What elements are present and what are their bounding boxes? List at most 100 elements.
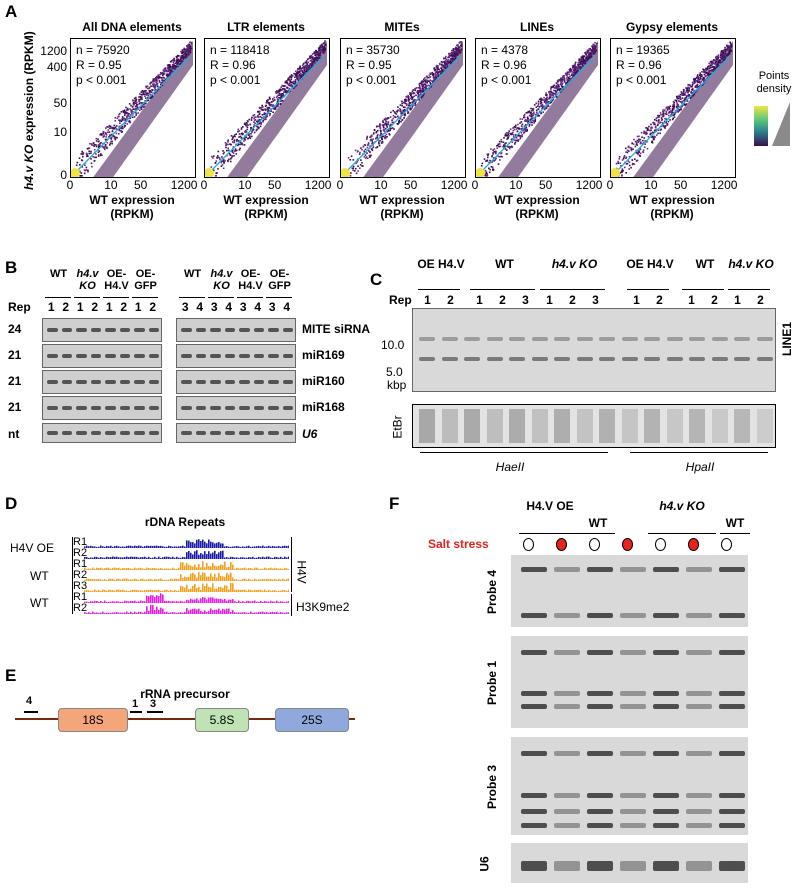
stat-p: p < 0.001 (76, 73, 127, 87)
blot-band (531, 337, 548, 341)
blot-band (599, 337, 615, 341)
blot-band (756, 357, 773, 361)
blot-band (554, 823, 580, 828)
salt-indicator (556, 538, 567, 551)
x-tick-label: 10 (104, 178, 118, 192)
blot-band (210, 354, 221, 358)
group-label-text: WT (183, 268, 202, 280)
group-label: WT (676, 258, 734, 271)
x-tick-label: 1200 (304, 178, 332, 192)
blot-band (76, 380, 87, 384)
stat-n: n = 4378 (481, 43, 529, 57)
rep-number: 1 (47, 300, 55, 314)
y-tick-label: 50 (53, 96, 67, 110)
size-marker-10: 10.0 (381, 338, 405, 352)
x-tick-label: 1200 (440, 178, 468, 192)
x-axis-label-line2: (RPKM) (515, 207, 559, 221)
blot-band (653, 613, 679, 618)
blot-band (686, 704, 712, 709)
group-label: OE- GFP (127, 268, 164, 292)
track-rep-label: R3 (73, 580, 88, 592)
blot-band (719, 691, 745, 696)
northern-blot (511, 636, 748, 728)
stat-r: R = 0.95 (346, 58, 392, 72)
scatter-dense-band (227, 41, 327, 177)
blot-band (195, 406, 206, 410)
probe-label: MITE siRNA (302, 322, 371, 336)
gel-lane (711, 409, 728, 443)
x-axis-label-line1: WT expression (223, 193, 309, 207)
blot-band (644, 357, 660, 361)
blot-band (587, 809, 613, 814)
x-axis-label-line2: (RPKM) (110, 207, 154, 221)
panel-d-letter: D (5, 494, 18, 513)
group-label-text: OE- H4.V (104, 268, 129, 292)
blot-strip (42, 370, 162, 394)
blot-strip (176, 370, 296, 394)
group-label: H4.V OE (511, 499, 589, 513)
group-label-text: OE H4.V (626, 257, 674, 271)
blot-band (587, 823, 613, 828)
blot-band (253, 354, 264, 358)
blot-band (620, 823, 646, 828)
blot-band (653, 751, 679, 756)
blot-band (76, 354, 87, 358)
blot-band (620, 691, 646, 696)
density-legend-title-line2: density (756, 83, 792, 95)
blot-band (181, 328, 192, 332)
blot-band (105, 354, 116, 358)
salt-indicator (721, 538, 732, 551)
blot-band (686, 751, 712, 756)
blot-band (486, 357, 503, 361)
gel-lane (599, 409, 615, 443)
blot-band (719, 823, 745, 828)
blot-band (531, 357, 548, 361)
panel-d-title: rDNA Repeats (144, 515, 226, 529)
group-label: OE- H4.V (98, 268, 135, 292)
x-tick-label: 10 (238, 178, 252, 192)
x-tick-label: 0 (471, 178, 479, 192)
blot-band (239, 354, 250, 358)
rep-number: 3 (210, 300, 218, 314)
mark-bracket-k9 (291, 594, 292, 616)
group-label: h4.v KO (640, 499, 724, 513)
scatter-plot-area: n = 75920 R = 0.95 p < 0.001 (70, 38, 196, 178)
southern-blot (412, 308, 776, 392)
x-tick-label: 10 (509, 178, 523, 192)
panel-e-title: rRNA precursor (140, 687, 230, 701)
group-underline (720, 533, 750, 534)
rep-number: 4 (196, 300, 204, 314)
group-label: h4.v KO (534, 258, 615, 271)
group-label-text: OE- GFP (268, 268, 291, 292)
stat-p: p < 0.001 (481, 73, 532, 87)
signal-track (84, 604, 289, 614)
blot-band (282, 354, 293, 358)
blot-band (268, 380, 279, 384)
blot-band (134, 431, 145, 435)
salt-indicator (655, 538, 666, 551)
blot-band (621, 337, 638, 341)
stat-r: R = 0.96 (210, 58, 256, 72)
signal-track (84, 539, 289, 548)
blot-band (195, 328, 206, 332)
blot-band (509, 337, 525, 341)
blot-band (61, 328, 72, 332)
blot-band (576, 337, 593, 341)
blot-band (181, 406, 192, 410)
gel-lane (689, 409, 705, 443)
group-label-text: WT (495, 257, 514, 271)
northern-blot (511, 555, 748, 627)
blot-band (224, 406, 235, 410)
northern-blot (511, 843, 748, 883)
blot-band (653, 861, 679, 871)
blot-band (521, 691, 547, 696)
scatter-title: All DNA elements (82, 20, 182, 34)
regression-line (208, 56, 324, 174)
probe-label: miR169 (302, 348, 345, 362)
blot-band (464, 337, 480, 341)
blot-band (268, 431, 279, 435)
size-marker: 21 (8, 348, 22, 362)
blot-band (587, 751, 613, 756)
blot-band (47, 380, 58, 384)
blot-band (554, 809, 580, 814)
